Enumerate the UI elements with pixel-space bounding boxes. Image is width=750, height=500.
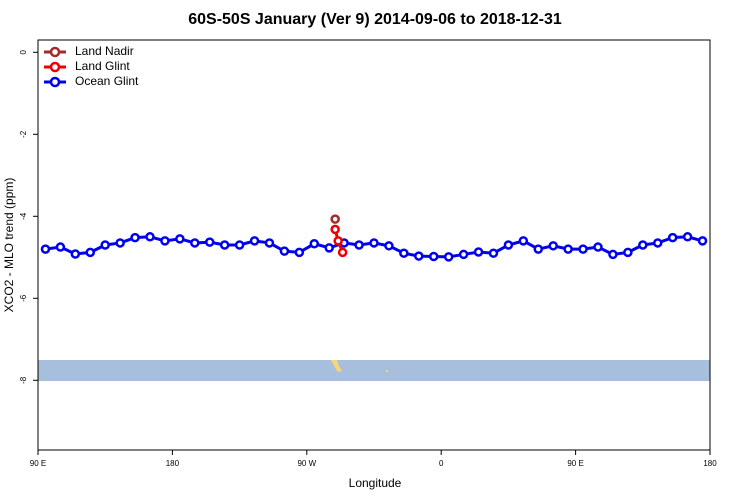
- point: [548, 241, 558, 251]
- point: [330, 214, 340, 224]
- legend-label: Ocean Glint: [75, 74, 139, 88]
- point: [130, 232, 140, 243]
- point: [503, 240, 514, 250]
- legend-label: Land Glint: [75, 59, 130, 73]
- point: [443, 252, 454, 262]
- x-tick-label: 90 E: [30, 459, 46, 468]
- point: [324, 243, 334, 253]
- point: [337, 247, 348, 258]
- map-strip: [38, 360, 710, 381]
- legend-marker: [49, 61, 61, 73]
- point: [204, 237, 215, 247]
- x-tick-label: 180: [703, 459, 717, 468]
- point: [55, 242, 66, 252]
- point: [175, 234, 185, 244]
- point: [115, 238, 125, 248]
- point: [100, 240, 110, 250]
- point: [309, 239, 320, 249]
- point: [399, 248, 409, 258]
- point: [330, 224, 340, 235]
- point: [428, 251, 439, 262]
- point: [533, 244, 544, 254]
- point: [473, 247, 484, 257]
- point: [219, 240, 230, 250]
- y-tick-label: -4: [19, 212, 28, 220]
- plot-frame: [37, 39, 711, 451]
- point: [70, 249, 81, 259]
- point: [488, 248, 499, 258]
- x-tick-label: 180: [166, 459, 180, 468]
- point: [333, 236, 343, 246]
- point: [354, 240, 364, 250]
- point: [638, 240, 648, 250]
- point: [414, 251, 424, 261]
- point: [697, 236, 708, 246]
- point: [578, 244, 588, 254]
- point: [682, 232, 693, 242]
- point: [234, 240, 245, 250]
- x-tick-label: 0: [439, 459, 444, 468]
- chart-title: 60S-50S January (Ver 9) 2014-09-06 to 20…: [188, 11, 562, 28]
- x-axis-label: Longitude: [349, 476, 402, 490]
- legend-label: Land Nadir: [75, 44, 134, 58]
- point: [623, 247, 633, 258]
- point: [145, 232, 155, 242]
- y-tick-label: -6: [19, 294, 28, 302]
- point: [190, 238, 200, 248]
- point: [563, 244, 573, 254]
- point: [85, 247, 96, 258]
- point: [518, 236, 529, 246]
- y-axis-label: XCO2 - MLO trend (ppm): [2, 178, 16, 313]
- y-tick-label: -8: [19, 376, 28, 384]
- point: [667, 232, 678, 243]
- point: [458, 249, 469, 260]
- x-tick-label: 90 E: [567, 459, 583, 468]
- x-tick-label: 90 W: [297, 459, 316, 468]
- point: [608, 249, 618, 260]
- point: [294, 247, 305, 258]
- point: [593, 242, 603, 252]
- y-tick-label: -2: [19, 130, 28, 138]
- point: [40, 244, 51, 254]
- point: [264, 238, 275, 248]
- point: [160, 236, 170, 246]
- legend-marker: [49, 76, 61, 88]
- point: [369, 238, 379, 248]
- point: [249, 236, 260, 246]
- y-tick-label: 0: [19, 50, 28, 55]
- legend-marker: [49, 46, 61, 58]
- land: [331, 360, 388, 372]
- point: [652, 238, 663, 248]
- point: [384, 241, 394, 251]
- point: [279, 246, 290, 256]
